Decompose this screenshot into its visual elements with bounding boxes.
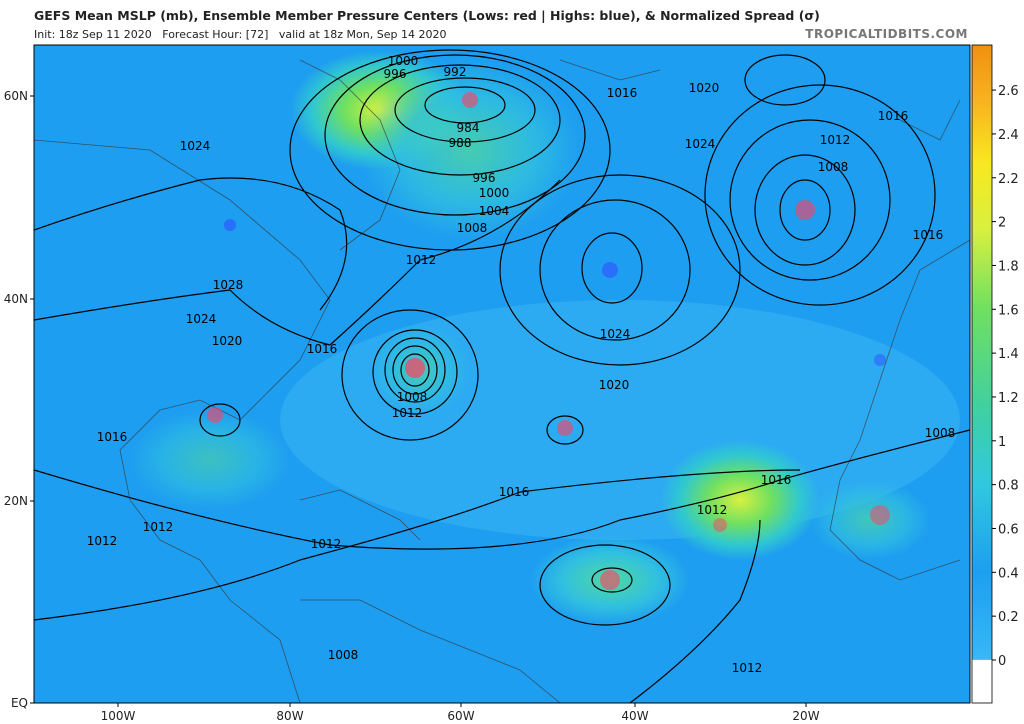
isobar-label: 1000 [388,54,419,68]
axes: 60N 40N 20N EQ 100W 80W 60W 40W 20W 0 0.2 0.4 0.6 0.8… [4,84,1019,723]
colorbar-label: 2.4 [998,128,1019,143]
isobar-label: 996 [384,67,407,81]
isobar-label: 1020 [689,81,720,95]
isobar-label: 1024 [186,312,217,326]
lon-label: 80W [276,709,303,723]
colorbar-label: 1.4 [998,347,1019,362]
isobar-label: 1012 [392,406,423,420]
colorbar-label: 2.6 [998,84,1019,99]
colorbar-label: 0 [998,654,1006,669]
isobar-label: 992 [444,65,467,79]
isobar-label: 1016 [761,473,792,487]
colorbar-label: 0.8 [998,479,1019,494]
isobar-label: 1008 [457,221,488,235]
isobar-label: 1024 [600,327,631,341]
colorbar-label: 2 [998,216,1006,231]
isobar-label: 1012 [820,133,851,147]
isobar-label: 1000 [479,186,510,200]
lon-label: 60W [447,709,474,723]
isobar-label: 1012 [406,253,437,267]
high-centers [224,219,886,366]
colorbar-label: 1.2 [998,391,1019,406]
isobar-label: 984 [457,121,480,135]
colorbar-label: 1 [998,435,1006,450]
lat-label: 60N [4,89,28,103]
colorbar-label: 1.6 [998,303,1019,318]
isobar-label: 1008 [818,160,849,174]
map-frame [33,44,971,704]
lon-label: 40W [621,709,648,723]
colorbar-label: 0.6 [998,522,1019,537]
isobar-label: 1016 [307,342,338,356]
lat-label: 20N [4,494,28,508]
low-centers [207,92,890,590]
brand: TROPICALTIDBITS.COM [805,27,968,41]
subtitle: Init: 18z Sep 11 2020 Forecast Hour: [72… [34,28,446,41]
lon-label: 100W [101,709,136,723]
isobar-label: 1016 [97,430,128,444]
isobar-label: 1012 [311,537,342,551]
isobar-label: 1016 [913,228,944,242]
lat-label: EQ [11,696,28,710]
isobar-label: 1008 [397,390,428,404]
isobar-label: 1020 [212,334,243,348]
lon-label: 20W [792,709,819,723]
isobar-label: 1008 [328,648,359,662]
colorbar [971,44,993,704]
colorbar-label: 0.4 [998,566,1019,581]
isobar-label: 1008 [925,426,956,440]
title: GEFS Mean MSLP (mb), Ensemble Member Pre… [34,8,820,23]
colorbar-label: 0.2 [998,610,1019,625]
isobar-label: 1012 [87,534,118,548]
colorbar-label: 1.8 [998,259,1019,274]
colorbar-label: 2.2 [998,172,1019,187]
lat-label: 40N [4,292,28,306]
isobar-label: 1028 [213,278,244,292]
isobar-label: 1012 [143,520,174,534]
isobar-label: 1024 [180,139,211,153]
isobar-label: 1012 [697,503,728,517]
isobar-label: 1020 [599,378,630,392]
isobar-label: 1004 [479,204,510,218]
isobar-label: 1016 [607,86,638,100]
isobar-label: 988 [449,136,472,150]
isobar-label: 1024 [685,137,716,151]
isobar-label: 1016 [878,109,909,123]
isobar-label: 996 [473,171,496,185]
isobar-label: 1016 [499,485,530,499]
isobar-label: 1012 [732,661,763,675]
